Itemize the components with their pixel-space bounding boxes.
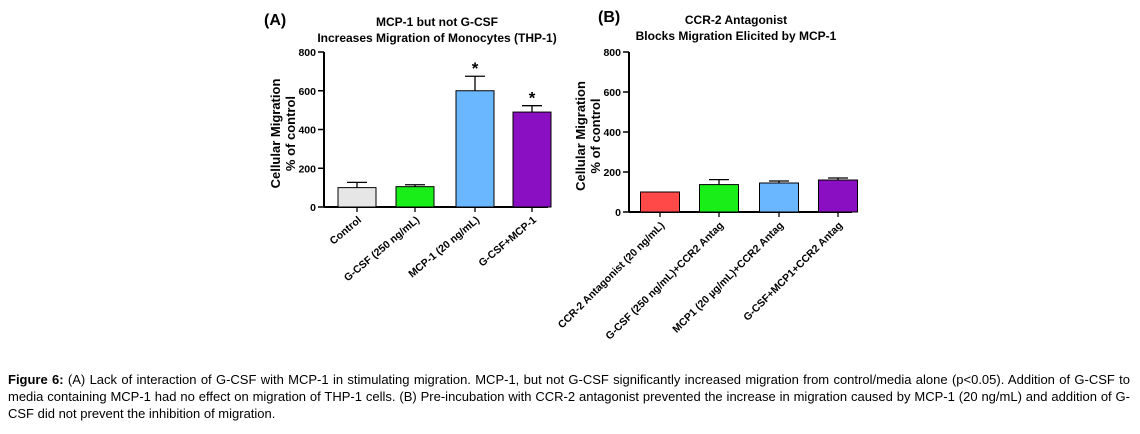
chart-title-line: MCP-1 but not G-CSF	[376, 15, 498, 29]
y-axis-title-line: % of control	[588, 98, 603, 173]
y-tick-label: 600	[603, 87, 621, 99]
category-label: MCP1 (20 µg/mL)+CCR2 Antag	[670, 220, 786, 336]
y-tick-label: 0	[310, 202, 316, 214]
bar	[640, 191, 680, 213]
category-label: G-CSF+MCP1+CCR2 Antag	[741, 220, 845, 324]
bar	[818, 179, 858, 213]
significance-marker: *	[529, 89, 536, 108]
bar	[699, 184, 739, 213]
y-tick-label: 200	[603, 167, 621, 179]
y-tick-label: 400	[298, 125, 316, 137]
chart-title-line: Blocks Migration Elicited by MCP-1	[636, 29, 837, 43]
chart-panel-a: (A) MCP-1 but not G-CSF Increases Migratio…	[264, 12, 557, 284]
category-label: G-CSF+MCP-1	[476, 214, 539, 269]
y-axis-title-line: Cellular Migration	[268, 79, 283, 189]
chart-panel-b: (B) CCR-2 Antagonist Blocks Migration Elic…	[556, 9, 858, 342]
y-tick-label: 200	[298, 163, 316, 175]
significance-marker: *	[472, 59, 479, 78]
panel-label: (B)	[598, 9, 620, 26]
bar	[395, 186, 435, 208]
bar	[759, 182, 799, 213]
bar	[512, 111, 552, 208]
y-axis-title-line: Cellular Migration	[573, 81, 588, 191]
caption-label: Figure 6:	[8, 372, 64, 387]
category-label: CCR-2 Antagonist (20 ng/mL)	[556, 220, 667, 331]
figure-6: (A) MCP-1 but not G-CSF Increases Migratio…	[264, 9, 858, 342]
caption-text: (A) Lack of interaction of G-CSF with MC…	[8, 372, 1130, 421]
y-tick-label: 600	[298, 86, 316, 98]
bar	[337, 187, 377, 208]
chart-title-line: CCR-2 Antagonist	[685, 13, 787, 27]
y-tick-label: 0	[615, 207, 621, 219]
y-tick-label: 400	[603, 127, 621, 139]
category-label: Control	[328, 214, 364, 247]
category-label: G-CSF (250 ng/mL)+CCR2 Antag	[603, 220, 726, 343]
y-tick-label: 800	[603, 47, 621, 59]
y-tick-label: 800	[298, 47, 316, 59]
y-axis-title-line: % of control	[283, 96, 298, 171]
bar	[455, 90, 495, 208]
figure-caption: Figure 6: (A) Lack of interaction of G-C…	[8, 371, 1130, 422]
chart-title-line: Increases Migration of Monocytes (THP-1)	[317, 31, 556, 45]
panel-label: (A)	[264, 12, 286, 29]
